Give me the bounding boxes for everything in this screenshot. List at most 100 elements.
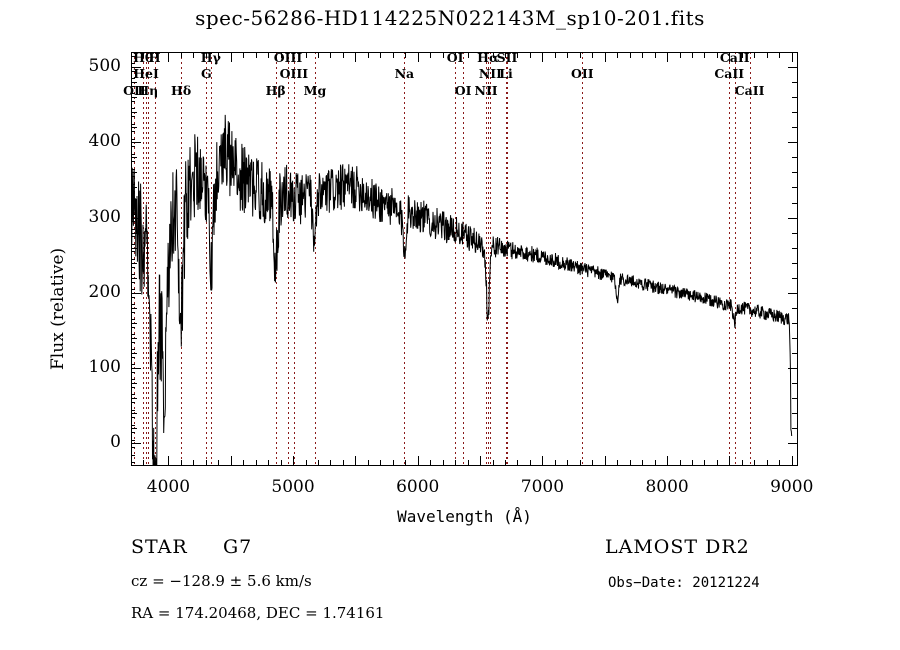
line-label-H: Hβ: [265, 83, 286, 98]
x-tick-top-3900: [155, 52, 157, 58]
y-minor-tick: [131, 274, 135, 276]
x-tick-top-7000: [542, 52, 544, 62]
y-axis-label: Flux (relative): [48, 247, 68, 370]
x-tick-4600: [243, 460, 245, 466]
line-label-OII: OII: [571, 66, 594, 81]
x-tick-4400: [218, 460, 220, 466]
x-tick-4000: [168, 456, 170, 466]
x-tick-top-7100: [554, 52, 556, 58]
x-tick-top-4900: [280, 52, 282, 58]
x-tick-7600: [617, 460, 619, 466]
y-tick-160: [131, 322, 137, 324]
x-tick-5400: [342, 460, 344, 466]
x-tick-8100: [679, 460, 681, 466]
y-minor-tick: [131, 454, 135, 456]
y-minor-tick: [131, 115, 135, 117]
x-tick-8500: [729, 456, 731, 466]
y-tick-440: [131, 112, 137, 114]
y-minor-tick: [131, 432, 135, 434]
y-tick-right-340: [792, 187, 798, 189]
x-tick-8800: [766, 460, 768, 466]
y-tick-right-40: [792, 413, 798, 415]
x-tick-9000: [791, 456, 793, 466]
y-minor-tick: [131, 183, 135, 185]
x-tick-8900: [779, 460, 781, 466]
x-tick-4800: [268, 460, 270, 466]
y-minor-tick: [131, 356, 135, 358]
y-minor-tick: [131, 319, 135, 321]
y-tick-right-440: [792, 112, 798, 114]
x-tick-top-9000: [791, 52, 793, 62]
y-tick-right-420: [792, 127, 798, 129]
page-title: spec-56286-HD114225N022143M_sp10-201.fit…: [195, 6, 705, 30]
y-tick-180: [131, 307, 137, 309]
coordinates-value: RA = 174.20468, DEC = 1.74161: [131, 604, 385, 622]
x-tick-5800: [392, 460, 394, 466]
x-tick-7500: [604, 456, 606, 466]
x-tick-6900: [529, 460, 531, 466]
x-tick-label-5000: 5000: [271, 477, 315, 497]
marker-line-OIII-4959: [288, 52, 289, 466]
y-tick-60: [131, 398, 137, 400]
x-tick-6600: [492, 460, 494, 466]
marker-line-SII-6716: [507, 52, 508, 466]
y-minor-tick: [131, 146, 135, 148]
x-tick-8300: [704, 460, 706, 466]
x-tick-top-5100: [305, 52, 307, 58]
x-tick-top-5600: [367, 52, 369, 58]
y-tick-right-380: [792, 157, 798, 159]
x-tick-4500: [230, 456, 232, 466]
y-tick-right-0: [788, 443, 798, 445]
x-tick-top-4700: [255, 52, 257, 58]
y-tick-label-0: 0: [110, 432, 121, 453]
obs-date-value: Obs−Date: 20121224: [608, 575, 760, 591]
x-tick-top-6500: [480, 52, 482, 62]
x-tick-top-4400: [218, 52, 220, 58]
x-tick-top-7900: [654, 52, 656, 58]
x-tick-top-8600: [741, 52, 743, 58]
x-tick-top-5200: [318, 52, 319, 58]
marker-line-OI-6300: [455, 52, 457, 466]
line-label-OI: OI: [454, 83, 472, 98]
line-label-H: Hθ: [133, 50, 153, 65]
line-label-OI: OI: [447, 50, 464, 65]
y-minor-tick: [131, 100, 135, 102]
y-tick-280: [131, 232, 137, 234]
x-tick-top-8500: [729, 52, 731, 62]
y-tick-right-320: [792, 202, 798, 204]
x-tick-top-4800: [268, 52, 270, 58]
y-minor-tick: [131, 138, 135, 140]
y-minor-tick: [131, 311, 135, 313]
line-label-Li: Li: [499, 66, 513, 81]
x-tick-top-6900: [529, 52, 531, 58]
x-tick-6700: [505, 460, 507, 466]
y-minor-tick: [131, 386, 135, 388]
y-tick-0: [131, 443, 141, 445]
line-label-SII: SII: [496, 50, 518, 65]
y-tick-right-160: [792, 322, 798, 324]
y-minor-tick: [131, 402, 135, 404]
spectral-class-label: G7: [223, 536, 253, 558]
x-axis-label: Wavelength (Å): [397, 507, 532, 526]
y-minor-tick: [131, 78, 135, 80]
marker-line-H-6563: [487, 52, 489, 466]
x-tick-4100: [180, 460, 182, 466]
y-minor-tick: [131, 447, 135, 449]
y-minor-tick: [131, 394, 135, 396]
x-tick-4900: [280, 460, 282, 466]
x-tick-top-8300: [704, 52, 706, 58]
y-minor-tick: [131, 213, 135, 215]
x-tick-5600: [367, 460, 369, 466]
x-tick-5200: [318, 460, 319, 466]
x-tick-4700: [255, 460, 257, 466]
x-tick-top-6600: [492, 52, 494, 58]
x-tick-6300: [455, 460, 457, 466]
y-minor-tick: [131, 131, 135, 133]
x-tick-6400: [467, 460, 469, 466]
x-tick-top-8400: [716, 52, 718, 58]
survey-label: LAMOST DR2: [605, 536, 750, 558]
y-minor-tick: [131, 296, 135, 298]
y-tick-320: [131, 202, 137, 204]
marker-line-CaII-8498: [729, 52, 731, 466]
y-minor-tick: [131, 349, 135, 351]
